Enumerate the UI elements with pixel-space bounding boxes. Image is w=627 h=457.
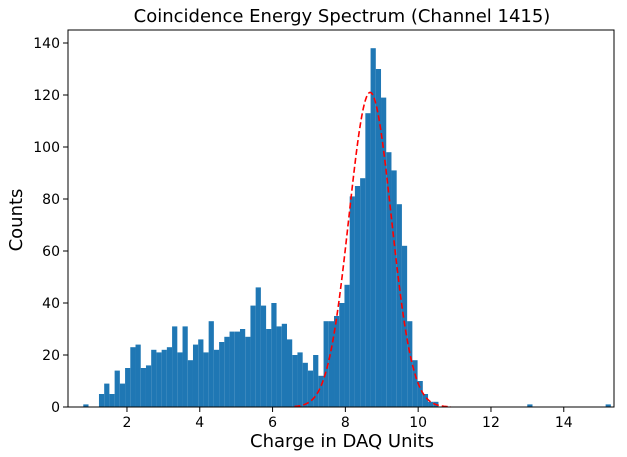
histogram-bar <box>386 152 392 407</box>
histogram-bar <box>203 352 209 407</box>
chart-title: Coincidence Energy Spectrum (Channel 141… <box>134 6 551 27</box>
histogram-bar <box>130 347 136 407</box>
histogram-bar <box>391 170 397 407</box>
histogram-bar <box>198 339 204 407</box>
histogram-bar <box>276 326 282 407</box>
histogram-bar <box>156 352 162 407</box>
histogram-bar <box>307 370 314 407</box>
histogram-bar <box>239 329 246 407</box>
histogram-bar <box>177 352 183 407</box>
histogram-bar <box>360 178 366 407</box>
y-ticks: 0 20 40 60 80 100 120 140 <box>33 36 68 416</box>
histogram-bar <box>109 394 115 407</box>
y-tick-label: 0 <box>51 400 60 416</box>
histogram-bar <box>255 287 261 407</box>
histogram-bar <box>266 329 272 407</box>
histogram-bar <box>224 336 230 407</box>
histogram-bar <box>349 196 355 407</box>
histogram-bar <box>287 339 293 407</box>
histogram-bar <box>323 321 329 407</box>
histogram-bar <box>135 344 141 407</box>
histogram-bar <box>328 321 335 407</box>
histogram-bar <box>229 331 235 407</box>
histogram-bar <box>187 360 193 407</box>
histogram-bar <box>166 347 173 407</box>
histogram-bar <box>417 381 423 407</box>
histogram-bar <box>151 349 157 407</box>
y-tick-label: 140 <box>33 36 60 52</box>
histogram-bar <box>245 336 251 407</box>
histogram-bar <box>292 355 298 407</box>
histogram-bar <box>381 97 387 407</box>
histogram-bar <box>140 368 146 407</box>
histogram-bar <box>271 303 277 407</box>
histogram-bar <box>114 370 120 407</box>
histogram-bar <box>192 344 199 407</box>
histogram-bar <box>365 113 371 407</box>
histogram-bar <box>104 383 110 407</box>
histogram-bar <box>313 355 319 407</box>
fit-curve <box>294 91 451 408</box>
histogram-bar <box>125 368 131 407</box>
y-axis-label: Counts <box>6 189 27 252</box>
histogram-bar <box>172 326 178 407</box>
x-axis-label: Charge in DAQ Units <box>250 431 434 452</box>
histogram-bar <box>354 186 361 407</box>
x-ticks: 2 4 6 8 10 12 14 <box>123 407 573 431</box>
histogram-bar <box>281 323 288 407</box>
histogram-bar <box>605 404 611 407</box>
histogram-bar <box>339 303 345 407</box>
histogram-bar <box>219 342 225 407</box>
histogram-bar <box>527 404 533 407</box>
histogram-bar <box>344 284 350 407</box>
histogram-bar <box>145 365 152 407</box>
y-tick-label: 80 <box>42 192 60 208</box>
histogram-bar <box>370 48 376 407</box>
histogram-bar <box>375 69 382 407</box>
histogram-bar <box>208 321 214 407</box>
x-tick-label: 10 <box>409 415 427 431</box>
y-tick-label: 100 <box>33 140 60 156</box>
y-tick-label: 120 <box>33 88 60 104</box>
histogram-bar <box>428 401 434 407</box>
x-tick-label: 14 <box>555 415 573 431</box>
x-tick-label: 12 <box>482 415 500 431</box>
histogram-bar <box>83 404 89 407</box>
histogram-bar <box>318 375 324 407</box>
histogram-bar <box>119 383 126 407</box>
histogram-bar <box>234 331 240 407</box>
histogram-bar <box>422 394 429 407</box>
x-tick-label: 4 <box>195 415 204 431</box>
histogram-bar <box>302 362 308 407</box>
y-tick-label: 40 <box>42 296 60 312</box>
histogram-bar <box>297 352 303 407</box>
histogram-bar <box>412 360 418 407</box>
histogram-bar <box>182 326 188 407</box>
plot-frame <box>67 29 615 408</box>
histogram-bar <box>250 305 256 407</box>
axes <box>67 29 615 408</box>
histogram-bar <box>213 349 220 407</box>
histogram-bar <box>407 321 413 407</box>
histogram-bar <box>334 316 340 407</box>
histogram-bar <box>260 305 267 407</box>
histogram-bar <box>98 394 105 407</box>
x-tick-label: 8 <box>341 415 350 431</box>
y-tick-label: 60 <box>42 244 60 260</box>
y-tick-label: 20 <box>42 348 60 364</box>
histogram-bar <box>396 204 402 407</box>
histogram-bar <box>161 349 167 407</box>
x-tick-label: 2 <box>123 415 132 431</box>
x-tick-label: 6 <box>268 415 277 431</box>
